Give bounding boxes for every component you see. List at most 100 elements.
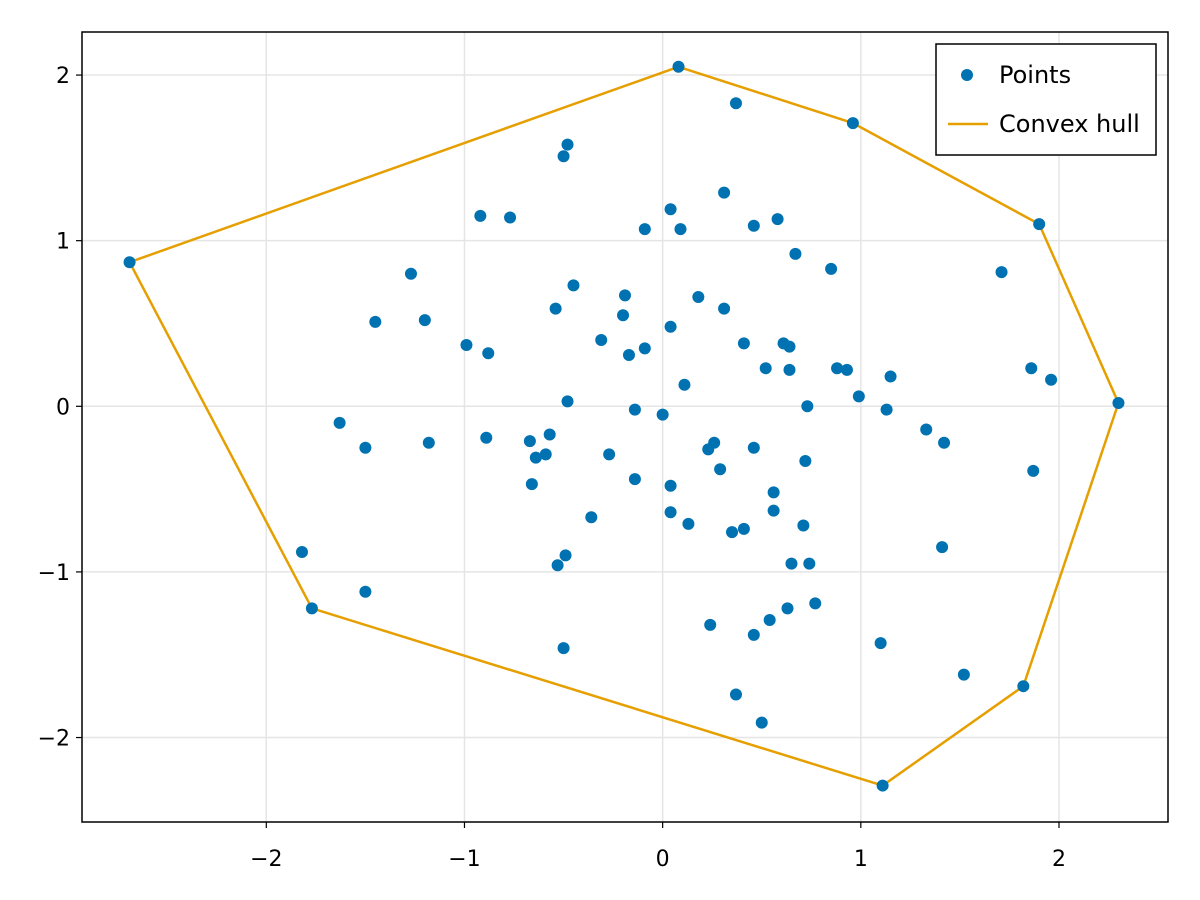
data-point bbox=[333, 416, 346, 429]
data-point bbox=[781, 602, 794, 615]
data-point bbox=[628, 473, 641, 486]
points-layer bbox=[123, 60, 1125, 792]
y-tick-label: 2 bbox=[56, 64, 70, 89]
data-point bbox=[692, 290, 705, 303]
data-point bbox=[585, 511, 598, 524]
data-point bbox=[295, 546, 308, 559]
data-point bbox=[801, 400, 814, 413]
data-point bbox=[656, 408, 669, 421]
data-point bbox=[418, 314, 431, 327]
data-point bbox=[474, 209, 487, 222]
y-tick-label: 0 bbox=[56, 395, 70, 420]
data-point bbox=[767, 504, 780, 517]
data-point bbox=[763, 613, 776, 626]
data-point bbox=[718, 302, 731, 315]
data-point bbox=[603, 448, 616, 461]
data-point bbox=[880, 403, 893, 416]
y-axis-ticks: −2 −1 0 1 2 bbox=[38, 64, 82, 752]
data-point bbox=[783, 340, 796, 353]
data-point bbox=[622, 348, 635, 361]
data-point bbox=[747, 628, 760, 641]
data-point bbox=[482, 347, 495, 360]
x-tick-label: −2 bbox=[250, 847, 282, 872]
data-point bbox=[957, 668, 970, 681]
data-point bbox=[369, 315, 382, 328]
data-point bbox=[714, 463, 727, 476]
data-point bbox=[797, 519, 810, 532]
data-point bbox=[884, 370, 897, 383]
data-point bbox=[1112, 396, 1125, 409]
data-point bbox=[771, 213, 784, 226]
data-point bbox=[938, 436, 951, 449]
data-point bbox=[561, 395, 574, 408]
data-point bbox=[755, 716, 768, 729]
data-point bbox=[799, 454, 812, 467]
legend-box bbox=[935, 43, 1157, 156]
data-point bbox=[664, 320, 677, 333]
data-point bbox=[737, 337, 750, 350]
data-point bbox=[617, 309, 630, 322]
x-tick-label: 2 bbox=[1052, 847, 1066, 872]
data-point bbox=[595, 334, 608, 347]
data-point bbox=[1045, 373, 1058, 386]
data-point bbox=[729, 97, 742, 110]
data-point bbox=[422, 436, 435, 449]
legend-label-hull: Convex hull bbox=[999, 110, 1140, 138]
data-point bbox=[825, 262, 838, 275]
data-point bbox=[664, 479, 677, 492]
data-point bbox=[759, 362, 772, 375]
data-point bbox=[876, 779, 889, 792]
data-point bbox=[539, 448, 552, 461]
x-tick-label: −1 bbox=[448, 847, 480, 872]
data-point bbox=[846, 117, 859, 130]
data-point bbox=[523, 435, 536, 448]
data-point bbox=[789, 247, 802, 260]
data-point bbox=[551, 559, 564, 572]
data-point bbox=[840, 363, 853, 376]
data-point bbox=[920, 423, 933, 436]
data-point bbox=[628, 403, 641, 416]
data-point bbox=[664, 506, 677, 519]
data-point bbox=[726, 526, 739, 539]
data-point bbox=[678, 378, 691, 391]
data-point bbox=[747, 441, 760, 454]
data-point bbox=[638, 342, 651, 355]
data-point bbox=[852, 390, 865, 403]
x-tick-label: 1 bbox=[854, 847, 868, 872]
data-point bbox=[619, 289, 631, 302]
data-point bbox=[874, 637, 887, 650]
data-point bbox=[702, 443, 715, 456]
data-point bbox=[1025, 362, 1038, 375]
data-point bbox=[504, 211, 517, 224]
data-point bbox=[767, 486, 780, 499]
data-point bbox=[460, 339, 473, 352]
data-point bbox=[674, 223, 687, 236]
legend: Points Convex hull bbox=[935, 43, 1157, 156]
data-point bbox=[525, 478, 538, 491]
data-point bbox=[704, 618, 717, 631]
data-point bbox=[718, 186, 731, 199]
data-point bbox=[567, 279, 580, 292]
data-point bbox=[803, 557, 816, 570]
data-point bbox=[529, 451, 542, 464]
data-point bbox=[557, 150, 570, 163]
data-point bbox=[682, 517, 695, 530]
data-point bbox=[305, 602, 318, 615]
y-tick-label: −1 bbox=[38, 561, 70, 586]
data-point bbox=[737, 522, 750, 535]
x-tick-label: 0 bbox=[656, 847, 670, 872]
data-point bbox=[359, 585, 372, 598]
data-point bbox=[559, 549, 572, 562]
data-point bbox=[549, 302, 562, 315]
data-point bbox=[747, 219, 760, 232]
data-point bbox=[480, 431, 493, 444]
data-point bbox=[359, 441, 372, 454]
legend-points-marker bbox=[961, 69, 973, 81]
data-point bbox=[1017, 680, 1030, 693]
data-point bbox=[664, 203, 677, 216]
data-point bbox=[809, 597, 822, 610]
data-point bbox=[1033, 218, 1046, 231]
plot-frame bbox=[81, 31, 1169, 823]
data-point bbox=[995, 266, 1008, 279]
